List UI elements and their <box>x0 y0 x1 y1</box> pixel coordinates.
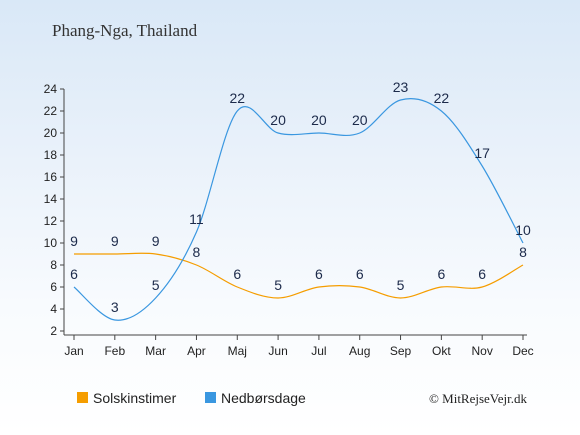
legend-swatch-nedborsdage <box>205 392 216 403</box>
y-tick-label: 6 <box>50 280 57 294</box>
series-line-nedborsdage <box>73 98 524 321</box>
legend-label-solskinstimer: Solskinstimer <box>93 390 177 406</box>
y-tick-label: 12 <box>44 214 58 228</box>
data-label-nedborsdage: 5 <box>152 277 160 293</box>
data-label-solskinstimer: 9 <box>111 233 119 249</box>
legend: Solskinstimer Nedbørsdage <box>77 390 306 406</box>
y-tick-label: 20 <box>44 126 58 140</box>
y-tick-label: 2 <box>50 324 57 338</box>
y-tick-label: 16 <box>44 170 58 184</box>
series-lines <box>73 98 524 321</box>
x-tick-label: Apr <box>187 344 206 358</box>
x-tick-label: Jan <box>64 344 83 358</box>
x-tick-label: Sep <box>390 344 412 358</box>
data-label-nedborsdage: 22 <box>229 90 245 106</box>
y-tick-label: 10 <box>44 236 58 250</box>
data-label-nedborsdage: 20 <box>270 112 286 128</box>
data-label-nedborsdage: 20 <box>311 112 327 128</box>
y-tick-label: 22 <box>44 104 58 118</box>
data-label-solskinstimer: 8 <box>193 244 201 260</box>
y-tick-label: 8 <box>50 258 57 272</box>
data-label-solskinstimer: 8 <box>519 244 527 260</box>
x-tick-label: Mar <box>145 344 166 358</box>
data-label-nedborsdage: 17 <box>474 145 490 161</box>
data-label-solskinstimer: 5 <box>397 277 405 293</box>
data-label-solskinstimer: 5 <box>274 277 282 293</box>
legend-swatch-solskinstimer <box>77 392 88 403</box>
data-label-nedborsdage: 23 <box>393 79 409 95</box>
data-label-nedborsdage: 22 <box>434 90 450 106</box>
data-label-solskinstimer: 6 <box>315 266 323 282</box>
data-label-nedborsdage: 3 <box>111 299 119 315</box>
copyright-text: © MitRejseVejr.dk <box>429 391 527 406</box>
x-tick-label: Maj <box>228 344 247 358</box>
y-tick-label: 4 <box>50 302 57 316</box>
x-tick-label: Jun <box>268 344 287 358</box>
x-tick-label: Jul <box>311 344 326 358</box>
x-tick-label: Aug <box>349 344 370 358</box>
data-label-solskinstimer: 6 <box>233 266 241 282</box>
data-label-solskinstimer: 9 <box>70 233 78 249</box>
data-label-nedborsdage: 11 <box>189 211 204 227</box>
x-tick-label: Nov <box>472 344 493 358</box>
series-line-solskinstimer <box>74 252 524 299</box>
legend-label-nedborsdage: Nedbørsdage <box>221 390 306 406</box>
data-label-nedborsdage: 20 <box>352 112 368 128</box>
x-tick-label: Feb <box>104 344 125 358</box>
y-tick-label: 18 <box>44 148 58 162</box>
y-tick-label: 24 <box>44 82 58 96</box>
x-tick-label: Okt <box>432 344 451 358</box>
data-label-solskinstimer: 9 <box>152 233 160 249</box>
data-label-solskinstimer: 6 <box>478 266 486 282</box>
data-label-solskinstimer: 6 <box>437 266 445 282</box>
data-labels: 9 9 9 8 6 5 6 6 5 6 6 8 6 3 5 11 22 20 20 20 23 22 17 10 <box>70 79 531 315</box>
chart-title: Phang-Nga, Thailand <box>52 21 198 40</box>
data-label-nedborsdage: 6 <box>70 266 78 282</box>
y-tick-label: 14 <box>44 192 58 206</box>
x-tick-label: Dec <box>512 344 533 358</box>
data-label-solskinstimer: 6 <box>356 266 364 282</box>
data-label-nedborsdage: 10 <box>515 222 531 238</box>
